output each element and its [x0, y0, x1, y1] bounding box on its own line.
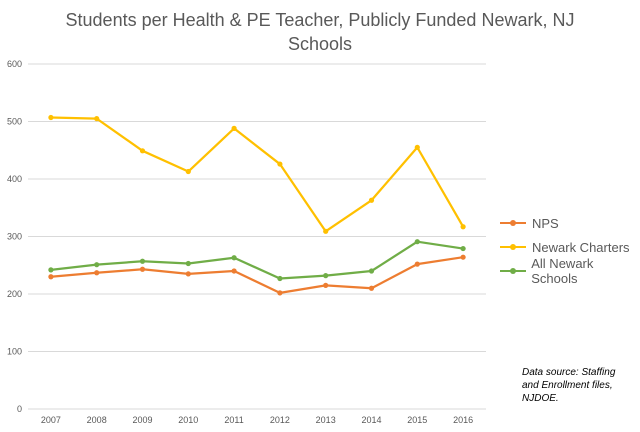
y-tick-label-400: 400 — [7, 174, 22, 184]
legend-label-all-newark-schools: All Newark Schools — [531, 256, 594, 286]
data-point-all-newark-schools-2013 — [323, 273, 329, 279]
data-point-newark-charters-2016 — [460, 224, 466, 230]
data-point-all-newark-schools-2009 — [139, 258, 146, 264]
data-point-nps-2013 — [323, 282, 329, 288]
data-point-newark-charters-2011 — [231, 125, 237, 131]
legend-item-newark-charters: Newark Charters — [500, 235, 640, 259]
series-line-all-newark-schools — [50, 240, 464, 280]
y-tick-label-100: 100 — [7, 347, 22, 357]
chart-title: Students per Health & PE Teacher, Public… — [65, 10, 575, 54]
data-point-all-newark-schools-2007 — [48, 267, 54, 273]
x-tick-label-2009: 2009 — [132, 415, 152, 425]
data-point-newark-charters-2015 — [414, 144, 420, 150]
series-line-nps — [50, 256, 464, 294]
data-point-newark-charters-2012 — [277, 161, 283, 167]
data-point-newark-charters-2007 — [48, 114, 54, 121]
legend: NPS Newark Charters All Newark Schools — [500, 211, 640, 286]
data-point-all-newark-schools-2014 — [368, 268, 375, 274]
data-point-newark-charters-2008 — [94, 116, 100, 122]
data-point-nps-2014 — [368, 285, 375, 291]
legend-swatch-all-newark-schools — [500, 265, 526, 277]
legend-label-newark-charters: Newark Charters — [532, 239, 630, 255]
x-tick-label-2013: 2013 — [316, 415, 336, 425]
x-tick-label-2015: 2015 — [407, 415, 427, 425]
y-tick-label-500: 500 — [7, 117, 22, 127]
data-point-all-newark-schools-2016 — [460, 245, 466, 252]
legend-item-all-newark-schools: All Newark Schools — [500, 256, 640, 286]
legend-label-nps: NPS — [532, 215, 559, 231]
legend-swatch-newark-charters — [500, 241, 526, 253]
x-tick-label-2014: 2014 — [361, 415, 381, 425]
y-tick-label-600: 600 — [7, 59, 22, 69]
data-point-nps-2015 — [414, 261, 420, 267]
x-tick-label-2010: 2010 — [178, 415, 198, 425]
y-tick-label-0: 0 — [17, 404, 22, 414]
data-point-newark-charters-2010 — [185, 168, 191, 175]
y-tick-label-300: 300 — [7, 232, 22, 242]
data-point-nps-2010 — [185, 271, 191, 277]
x-tick-label-2011: 2011 — [224, 415, 243, 425]
data-point-newark-charters-2013 — [323, 228, 329, 234]
data-point-nps-2009 — [139, 266, 146, 272]
y-tick-label-200: 200 — [7, 289, 22, 299]
data-point-all-newark-schools-2010 — [185, 260, 191, 267]
data-point-newark-charters-2009 — [139, 148, 146, 154]
x-tick-label-2012: 2012 — [270, 415, 290, 425]
data-point-all-newark-schools-2011 — [231, 255, 237, 261]
data-point-all-newark-schools-2008 — [94, 262, 100, 268]
series-line-newark-charters — [50, 116, 465, 233]
data-point-nps-2007 — [48, 274, 54, 280]
legend-item-nps: NPS — [500, 211, 640, 235]
data-source-note: Data source: Staffing and Enrollment fil… — [522, 367, 616, 404]
data-point-nps-2011 — [231, 268, 237, 274]
data-point-nps-2016 — [460, 254, 466, 260]
data-point-all-newark-schools-2015 — [414, 239, 420, 245]
x-tick-label-2008: 2008 — [87, 415, 107, 425]
data-point-nps-2012 — [277, 290, 283, 296]
data-point-nps-2008 — [94, 270, 100, 276]
data-point-newark-charters-2014 — [368, 197, 375, 203]
legend-swatch-nps — [500, 217, 526, 229]
x-tick-label-2016: 2016 — [453, 415, 473, 425]
data-point-all-newark-schools-2012 — [277, 275, 283, 282]
x-tick-label-2007: 2007 — [41, 415, 61, 425]
